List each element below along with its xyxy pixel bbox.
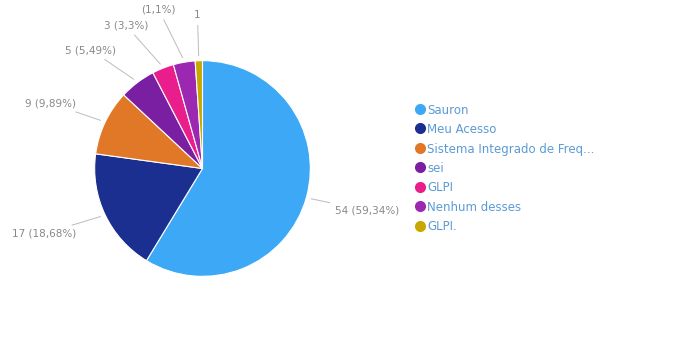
Wedge shape bbox=[153, 65, 202, 168]
Text: 3 (3,3%): 3 (3,3%) bbox=[103, 20, 160, 64]
Text: 5 (5,49%): 5 (5,49%) bbox=[65, 45, 134, 79]
Text: (1,1%): (1,1%) bbox=[142, 4, 182, 58]
Wedge shape bbox=[146, 61, 310, 276]
Wedge shape bbox=[96, 95, 202, 168]
Text: 54 (59,34%): 54 (59,34%) bbox=[311, 199, 400, 216]
Text: 9 (9,89%): 9 (9,89%) bbox=[25, 98, 101, 120]
Wedge shape bbox=[95, 154, 202, 261]
Wedge shape bbox=[124, 73, 202, 168]
Text: 17 (18,68%): 17 (18,68%) bbox=[11, 217, 101, 239]
Wedge shape bbox=[195, 61, 202, 168]
Legend: Sauron, Meu Acesso, Sistema Integrado de Freq..., sei, GLPI, Nenhum desses, GLPI: Sauron, Meu Acesso, Sistema Integrado de… bbox=[411, 98, 601, 239]
Text: 1: 1 bbox=[194, 10, 200, 56]
Wedge shape bbox=[173, 61, 202, 168]
